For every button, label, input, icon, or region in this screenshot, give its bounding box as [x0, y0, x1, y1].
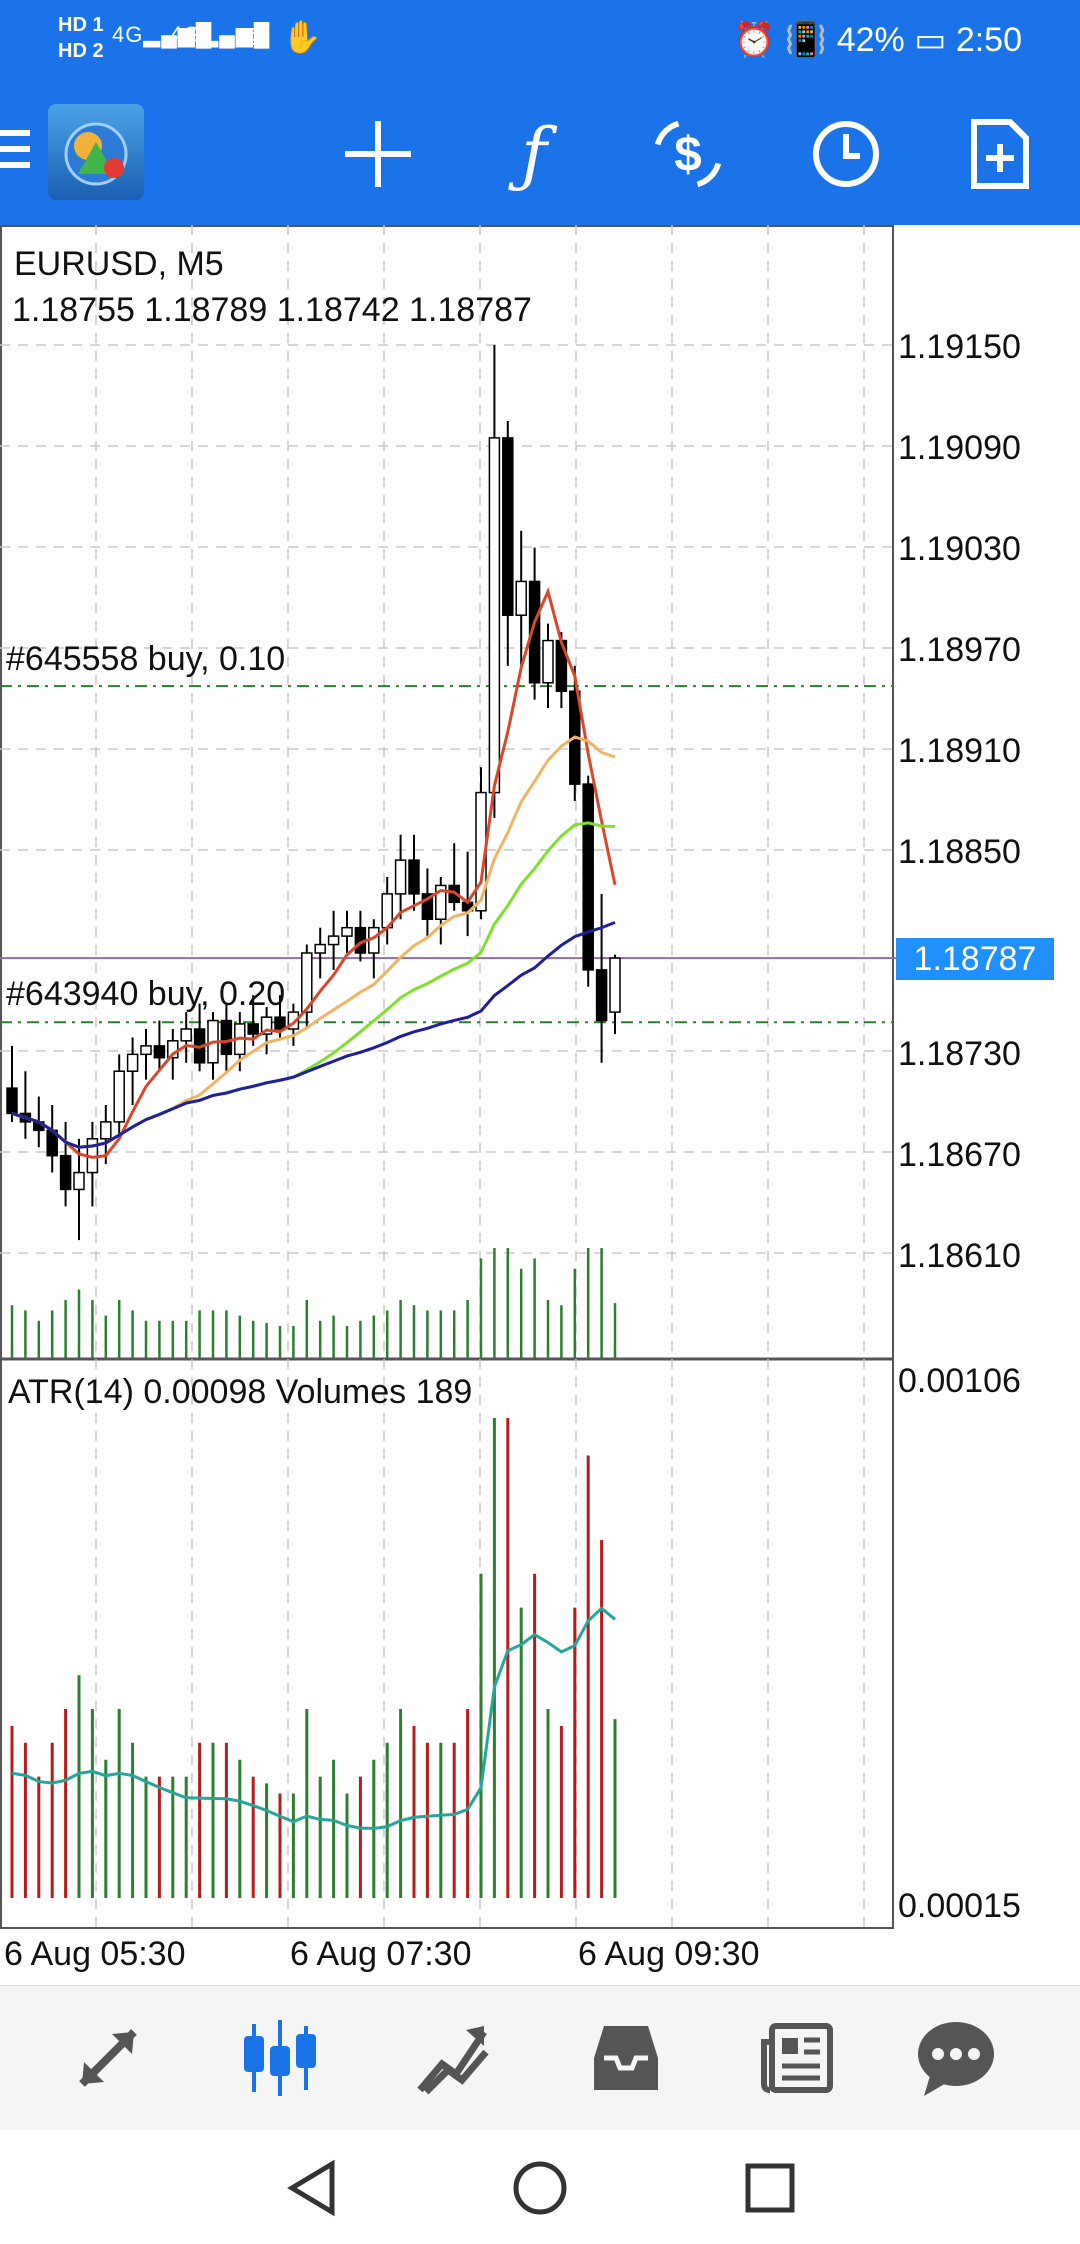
alarm-icon: ⏰: [733, 21, 776, 59]
sub-min-tick: 0.00015: [898, 1887, 1021, 1925]
ohlc-label: 1.18755 1.18789 1.18742 1.18787: [12, 291, 532, 329]
inbox-icon: [594, 2026, 658, 2090]
signal-2-icon: 4G▂▄▆█: [170, 22, 271, 47]
bear-candle: [6, 1087, 18, 1115]
bull-candle: [113, 1070, 125, 1123]
time-tick: 6 Aug 05:30: [4, 1935, 186, 1973]
new-order-icon[interactable]: [962, 116, 1038, 192]
bear-candle: [247, 1023, 259, 1035]
bear-candle: [220, 1019, 233, 1056]
order-label-1[interactable]: #645558 buy, 0.10: [6, 640, 286, 678]
nav-chat[interactable]: [906, 2008, 1006, 2108]
bull-candle: [140, 1045, 152, 1056]
nav-history[interactable]: [576, 2008, 676, 2108]
bull-candle: [542, 639, 554, 684]
bull-candle: [100, 1121, 112, 1140]
function-icon[interactable]: ƒ: [521, 113, 547, 195]
bull-candle: [515, 580, 527, 616]
chart-area[interactable]: EURUSD, M5 1.18755 1.18789 1.18742 1.187…: [0, 225, 1080, 1985]
current-price-tag: 1.18787: [896, 938, 1054, 980]
status-bar: HD 1 HD 2 4G▂▄▆█ 4G▂▄▆█ ✉ ✋ ⏰ 📳 42% ▭ 2:…: [0, 0, 1080, 80]
home-icon[interactable]: [510, 2158, 570, 2218]
chart-frame: [0, 225, 894, 1929]
price-tick: 1.18970: [898, 631, 1021, 669]
quotes-icon: [79, 2029, 137, 2087]
hd1-label: HD 1: [58, 14, 104, 36]
bull-candle: [260, 1016, 273, 1035]
price-tick: 1.18610: [898, 1237, 1021, 1275]
bull-candle: [126, 1053, 139, 1072]
chat-icon: [918, 2022, 994, 2096]
price-tick: 1.18670: [898, 1136, 1021, 1174]
bear-candle: [528, 580, 541, 684]
price-tick: 1.19150: [898, 328, 1021, 366]
hd-indicators: HD 1 HD 2: [58, 12, 104, 64]
bear-candle: [59, 1154, 72, 1191]
price-tick: 1.18850: [898, 833, 1021, 871]
trade-icon: [417, 2026, 489, 2095]
hd2-label: HD 2: [58, 40, 104, 62]
bull-candle: [609, 957, 621, 1013]
price-tick: 1.18910: [898, 732, 1021, 770]
svg-text:$: $: [674, 127, 701, 182]
wechat-icon: ✉: [234, 19, 262, 55]
battery-percent: 42%: [836, 21, 905, 59]
price-tick: 1.19090: [898, 429, 1021, 467]
bull-candle: [301, 952, 313, 1013]
ma-line-red: [11, 587, 617, 1159]
bull-candle: [327, 935, 340, 946]
system-navigation: [0, 2130, 1080, 2244]
recents-icon[interactable]: [740, 2158, 800, 2218]
bear-candle: [408, 859, 420, 895]
symbol-label: EURUSD, M5: [14, 245, 224, 283]
currency-exchange-icon[interactable]: $: [650, 116, 726, 192]
bull-candle: [73, 1171, 85, 1191]
crosshair-icon[interactable]: [340, 116, 416, 192]
bull-candle: [287, 1011, 300, 1030]
time-tick: 6 Aug 07:30: [290, 1935, 472, 1973]
bull-candle: [180, 1028, 192, 1042]
price-tick: 1.18730: [898, 1035, 1021, 1073]
order-label-2[interactable]: #643940 buy, 0.20: [6, 975, 286, 1013]
bull-candle: [435, 884, 447, 920]
news-icon: [761, 2023, 833, 2093]
price-tick: 1.19030: [898, 530, 1021, 568]
bear-candle: [153, 1045, 166, 1059]
indicator-label: ATR(14) 0.00098 Volumes 189: [8, 1373, 473, 1411]
nav-news[interactable]: [748, 2008, 848, 2108]
app-logo[interactable]: [48, 104, 144, 200]
signal-1-icon: 4G▂▄▆█: [112, 22, 213, 47]
clock-time: 2:50: [955, 21, 1022, 59]
bear-candle: [582, 783, 594, 971]
candle-chart-icon: [244, 2020, 316, 2096]
atr-line: [11, 1606, 616, 1830]
nav-trade[interactable]: [402, 2008, 502, 2108]
top-toolbar: [0, 80, 1080, 225]
status-right: ⏰ 📳 42% ▭ 2:50: [733, 20, 1022, 60]
sub-max-tick: 0.00106: [898, 1362, 1021, 1400]
bull-candle: [341, 926, 353, 937]
bull-candle: [488, 437, 501, 794]
chart-canvas[interactable]: [0, 225, 1080, 1985]
bear-candle: [595, 969, 608, 1022]
battery-icon: ▭: [914, 21, 947, 59]
back-icon[interactable]: [282, 2158, 342, 2218]
clock-icon[interactable]: [808, 116, 884, 192]
ma-line-blue: [11, 920, 616, 1149]
ma-line-orange: [11, 735, 616, 1149]
bull-candle: [394, 859, 407, 895]
bear-candle: [274, 1016, 286, 1030]
bull-candle: [314, 943, 326, 954]
menu-icon[interactable]: [0, 130, 30, 174]
vibrate-icon: 📳: [784, 21, 828, 59]
bottom-navigation: [0, 1985, 1080, 2130]
nav-quotes[interactable]: [58, 2008, 158, 2108]
bear-candle: [502, 437, 514, 616]
bear-candle: [421, 893, 434, 920]
time-tick: 6 Aug 09:30: [578, 1935, 760, 1973]
nav-chart[interactable]: [230, 2008, 330, 2108]
hand-icon: ✋: [282, 19, 323, 55]
